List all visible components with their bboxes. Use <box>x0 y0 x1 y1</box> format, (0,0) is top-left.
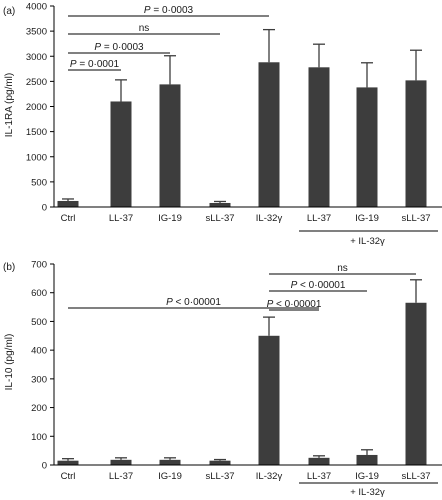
panel-b-y-tick-label: 300 <box>31 374 47 385</box>
panel-b-bar <box>258 335 280 465</box>
panel-b-axes <box>53 264 442 466</box>
panel-b-bar <box>308 457 330 465</box>
panel-b-y-tick-label: 200 <box>31 403 47 414</box>
panel-b-significance-brackets: ns P < 0·00001 P < 0·00001 P < 0·00001 <box>68 263 416 311</box>
panel-b-y-tick-label: 400 <box>31 346 47 357</box>
panel-a-y-tick-label: 2500 <box>26 77 47 88</box>
panel-b-x-tick-label: sLL-37 <box>401 471 430 482</box>
panel-b-x-tick-label: LL-37 <box>109 471 133 482</box>
panel-b-bar <box>57 460 79 465</box>
panel-a: (a) IL-1RA (pg/ml) 0 500 1000 1500 2000 2500 3… <box>3 2 442 247</box>
panel-b-y-tick-label: 500 <box>31 317 47 328</box>
panel-b-group: + IL-32γ <box>299 482 438 498</box>
panel-a-error-bars <box>62 28 422 203</box>
panel-a-x-tick-label: IG-19 <box>158 213 182 224</box>
panel-b-x-tick-label: IL-32γ <box>256 471 283 482</box>
panel-a-y-tick-label: 1000 <box>26 152 47 163</box>
panel-a-y-tick-label: 0 <box>42 203 47 214</box>
panel-a-bar <box>356 87 378 207</box>
panel-b-bar <box>110 459 132 465</box>
panel-a-y-tick-label: 1500 <box>26 127 47 138</box>
panel-a-y-axis-label: IL-1RA (pg/ml) <box>4 73 15 137</box>
panel-a-y-tick-label: 4000 <box>26 2 47 13</box>
panel-a-y-tick-label: 500 <box>31 177 47 188</box>
panel-a-axes <box>53 6 442 208</box>
panel-a-bar <box>258 62 280 207</box>
panel-b-y-ticks: 0 100 200 300 400 500 600 700 <box>31 260 54 472</box>
panel-b-group-label: + IL-32γ <box>350 487 385 498</box>
panel-b-x-tick-label: IG-19 <box>355 471 379 482</box>
panel-b-bracket-label: P < 0·00001 <box>166 297 221 308</box>
panel-a-x-tick-label: sLL-37 <box>401 213 430 224</box>
panel-b-label: (b) <box>3 262 15 273</box>
panel-a-x-tick-label: Ctrl <box>61 213 76 224</box>
panel-a-y-tick-label: 2000 <box>26 102 47 113</box>
panel-a-bar <box>405 80 427 207</box>
panel-a-group: + IL-32γ <box>299 230 438 247</box>
panel-a-bar <box>110 101 132 207</box>
panel-b-y-tick-label: 700 <box>31 260 47 271</box>
panel-b-x-tick-label: Ctrl <box>61 471 76 482</box>
panel-b-bar <box>159 459 181 465</box>
panel-a-bracket-label: P = 0·0001 <box>70 59 120 70</box>
panel-a-bracket-label: P = 0·0003 <box>144 5 194 16</box>
panel-b-x-labels: Ctrl LL-37 IG-19 sLL-37 IL-32γ LL-37 IG-19 sLL-… <box>61 471 431 482</box>
panel-a-bars <box>57 62 427 208</box>
panel-b-y-tick-label: 0 <box>42 461 47 472</box>
panel-a-x-tick-label: sLL-37 <box>205 213 234 224</box>
panel-a-bracket-label: P = 0·0003 <box>94 42 144 53</box>
panel-b-x-tick-label: LL-37 <box>307 471 331 482</box>
panel-a-x-tick-label: IL-32γ <box>256 213 283 224</box>
panel-b-bars <box>57 302 427 465</box>
panel-b-y-tick-label: 100 <box>31 432 47 443</box>
panel-a-bar <box>308 67 330 208</box>
panel-b: (b) IL-10 (pg/ml) 0 100 200 300 400 500 600 700… <box>3 260 442 498</box>
panel-b-y-tick-label: 600 <box>31 288 47 299</box>
panel-a-bar <box>209 202 231 207</box>
panel-b-bar <box>356 454 378 465</box>
panel-a-y-tick-label: 3000 <box>26 52 47 63</box>
panel-a-x-labels: Ctrl LL-37 IG-19 sLL-37 IL-32γ LL-37 IG-19 sLL-… <box>61 213 431 224</box>
panel-b-error-bars <box>62 279 422 461</box>
panel-b-y-axis-label: IL-10 (pg/ml) <box>4 334 15 391</box>
panel-a-x-tick-label: IG-19 <box>355 213 379 224</box>
panel-b-bar <box>405 302 427 465</box>
panel-a-bracket-label: ns <box>139 23 150 34</box>
panel-b-bracket-label: P < 0·00001 <box>267 299 322 310</box>
panel-a-label: (a) <box>3 6 15 17</box>
panel-a-group-label: + IL-32γ <box>350 236 385 247</box>
panel-b-x-tick-label: IG-19 <box>158 471 182 482</box>
panel-a-bar <box>57 200 79 207</box>
panel-a-y-tick-label: 3500 <box>26 27 47 38</box>
panel-b-bracket-label: ns <box>337 263 348 274</box>
panel-b-bar <box>209 460 231 465</box>
panel-a-x-tick-label: LL-37 <box>307 213 331 224</box>
panel-a-significance-brackets: P = 0·0003 ns P = 0·0003 P = 0·0001 <box>68 5 269 71</box>
panel-a-x-tick-label: LL-37 <box>109 213 133 224</box>
panel-a-y-ticks: 0 500 1000 1500 2000 2500 3000 3500 4000 <box>26 2 54 214</box>
panel-b-bracket-label: P < 0·00001 <box>291 280 346 291</box>
panel-b-x-tick-label: sLL-37 <box>205 471 234 482</box>
panel-a-bar <box>159 84 181 207</box>
